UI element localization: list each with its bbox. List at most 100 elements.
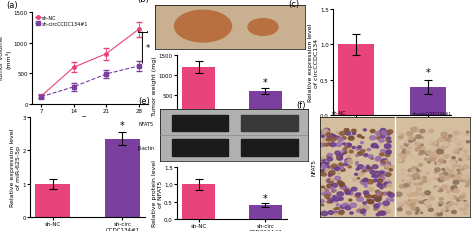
Circle shape — [340, 205, 346, 208]
Circle shape — [398, 159, 404, 163]
Circle shape — [339, 132, 345, 136]
Circle shape — [437, 150, 444, 154]
Circle shape — [406, 204, 410, 206]
Circle shape — [456, 165, 460, 169]
Circle shape — [452, 196, 457, 199]
Circle shape — [336, 143, 342, 147]
Circle shape — [324, 129, 328, 131]
Circle shape — [357, 209, 361, 212]
Circle shape — [329, 134, 334, 137]
Circle shape — [375, 132, 382, 136]
Circle shape — [380, 133, 384, 135]
Circle shape — [450, 208, 452, 210]
Circle shape — [323, 168, 328, 171]
Circle shape — [459, 140, 464, 144]
Circle shape — [320, 170, 324, 173]
Circle shape — [420, 193, 426, 197]
Circle shape — [345, 132, 351, 135]
Circle shape — [337, 157, 343, 161]
Circle shape — [383, 184, 388, 187]
Circle shape — [424, 201, 428, 204]
Circle shape — [444, 166, 447, 168]
Circle shape — [345, 143, 351, 148]
Circle shape — [456, 172, 462, 177]
Circle shape — [456, 172, 460, 174]
Circle shape — [326, 133, 331, 137]
Circle shape — [364, 206, 366, 207]
Circle shape — [320, 163, 327, 167]
Circle shape — [420, 212, 423, 214]
Circle shape — [451, 170, 458, 174]
Circle shape — [337, 138, 343, 142]
Circle shape — [331, 164, 337, 168]
Circle shape — [380, 187, 383, 189]
Circle shape — [458, 165, 461, 167]
Circle shape — [465, 185, 468, 187]
Text: *: * — [120, 121, 125, 131]
Circle shape — [439, 149, 442, 151]
Circle shape — [350, 203, 356, 207]
Circle shape — [345, 161, 347, 163]
Circle shape — [451, 210, 455, 213]
Circle shape — [324, 143, 329, 146]
Circle shape — [356, 163, 358, 165]
Circle shape — [376, 137, 380, 140]
Circle shape — [357, 178, 360, 179]
Circle shape — [388, 182, 391, 184]
Circle shape — [339, 182, 344, 186]
Circle shape — [365, 207, 368, 209]
Text: (c): (c) — [288, 0, 299, 9]
Circle shape — [463, 172, 469, 176]
Circle shape — [343, 143, 345, 145]
Circle shape — [344, 144, 347, 146]
Circle shape — [442, 142, 448, 146]
Circle shape — [344, 129, 349, 132]
Circle shape — [438, 202, 444, 205]
Circle shape — [319, 143, 325, 147]
Bar — [410, 87, 446, 116]
Circle shape — [428, 182, 432, 184]
Circle shape — [442, 145, 448, 149]
Circle shape — [438, 148, 444, 152]
Circle shape — [401, 134, 404, 136]
Circle shape — [319, 189, 324, 192]
Circle shape — [370, 136, 376, 140]
Circle shape — [457, 152, 460, 154]
Circle shape — [400, 147, 403, 149]
Circle shape — [442, 169, 445, 170]
Circle shape — [437, 169, 444, 173]
Circle shape — [448, 135, 452, 138]
Circle shape — [349, 151, 353, 153]
Circle shape — [450, 212, 453, 214]
Circle shape — [426, 159, 429, 162]
Circle shape — [464, 208, 467, 210]
Circle shape — [449, 161, 456, 166]
Circle shape — [399, 137, 403, 139]
Circle shape — [357, 165, 364, 169]
Circle shape — [342, 203, 349, 207]
Circle shape — [447, 196, 454, 200]
Circle shape — [352, 147, 356, 149]
Circle shape — [339, 198, 343, 201]
Circle shape — [381, 162, 385, 166]
Circle shape — [452, 164, 457, 168]
Circle shape — [344, 152, 347, 154]
Circle shape — [365, 192, 368, 194]
Circle shape — [426, 152, 431, 155]
Circle shape — [448, 177, 452, 180]
Circle shape — [384, 166, 390, 169]
Circle shape — [463, 201, 467, 204]
Circle shape — [415, 146, 419, 148]
Circle shape — [399, 153, 405, 158]
Circle shape — [359, 206, 366, 211]
Circle shape — [332, 136, 337, 139]
Circle shape — [413, 192, 419, 196]
Circle shape — [365, 179, 368, 181]
Circle shape — [465, 156, 470, 160]
Circle shape — [382, 185, 386, 187]
Circle shape — [327, 158, 333, 161]
Circle shape — [446, 155, 450, 158]
Circle shape — [319, 200, 324, 203]
Circle shape — [378, 183, 381, 185]
Circle shape — [346, 158, 351, 161]
